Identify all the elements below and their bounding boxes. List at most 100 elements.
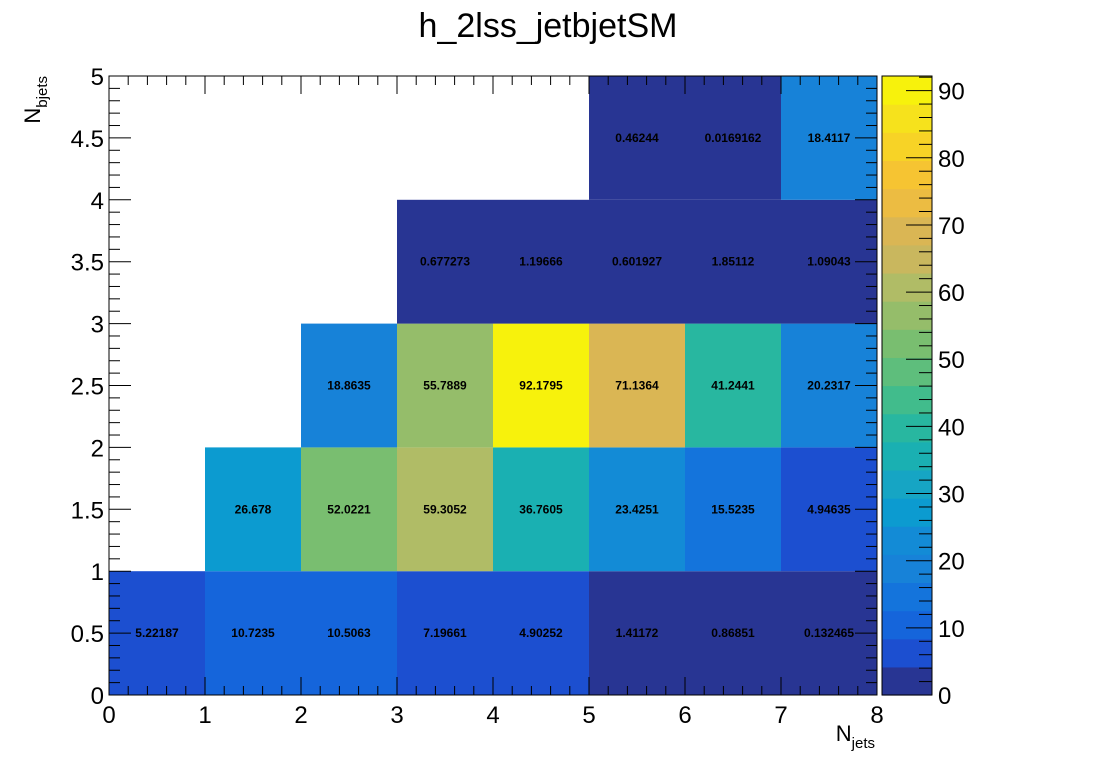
cell-value-label: 15.5235	[711, 502, 755, 516]
cell-value-label: 52.0221	[327, 502, 371, 516]
y-tick-label: 2.5	[71, 374, 104, 401]
color-scale-tick-label: 90	[938, 79, 965, 106]
color-scale-band	[882, 329, 932, 358]
cell-value-label: 0.132465	[804, 626, 854, 640]
y-tick-label: 1.5	[71, 497, 104, 524]
x-tick-label: 3	[390, 702, 403, 729]
color-scale-band	[882, 413, 932, 443]
heatmap-cell	[397, 323, 493, 448]
color-scale-band	[882, 526, 932, 555]
heatmap-cell	[685, 571, 781, 695]
cell-value-label: 0.677273	[420, 255, 470, 269]
cell-value-labels: 5.22187 10.7235 10.5063 7.19661 4.90252 1.411…	[135, 131, 854, 640]
cell-value-label: 0.46244	[615, 131, 659, 145]
cell-value-label: 4.90252	[519, 626, 563, 640]
cell-value-label: 10.7235	[231, 626, 275, 640]
cell-value-label: 1.19666	[519, 255, 563, 269]
cell-value-label: 36.7605	[519, 502, 563, 516]
x-tick-label: 8	[870, 702, 883, 729]
x-tick-label: 7	[774, 702, 787, 729]
heatmap-cell	[685, 323, 781, 448]
color-scale-band	[882, 272, 932, 302]
cell-value-label: 20.2317	[807, 379, 851, 393]
color-scale-band	[882, 498, 932, 527]
color-scale-tick-label: 30	[938, 482, 965, 509]
x-tick-label: 4	[486, 702, 499, 729]
heatmap-cell	[205, 571, 301, 695]
y-tick-label: 1	[91, 559, 104, 586]
color-scale-band	[882, 554, 932, 584]
color-scale-tick-label: 60	[938, 280, 965, 307]
cell-value-label: 23.4251	[615, 502, 659, 516]
color-scale-bar: 0 10 20 30 40 50 60 70 80 90	[881, 75, 965, 710]
color-scale-tick-label: 40	[938, 414, 965, 441]
y-tick-label: 0.5	[71, 621, 104, 648]
y-tick-label: 3.5	[71, 250, 104, 277]
cell-value-label: 5.22187	[135, 626, 179, 640]
color-scale-band	[882, 188, 932, 218]
color-scale-band	[882, 638, 932, 668]
heatmap-cell	[205, 447, 301, 572]
cell-value-label: 10.5063	[327, 626, 371, 640]
heatmap-cell	[397, 199, 493, 324]
cell-value-label: 1.85112	[712, 255, 755, 269]
y-tick-label: 2	[91, 435, 104, 462]
y-axis: 0 0.5 1 1.5 2 2.5 3 3.5 4 4.5 5	[71, 64, 877, 710]
y-tick-label: 4	[91, 188, 104, 215]
heatmap-cell	[493, 571, 589, 695]
y-tick-label: 4.5	[71, 126, 104, 153]
x-axis-label: Njets	[836, 721, 875, 752]
cell-value-label: 26.678	[235, 502, 272, 516]
cell-value-label: 1.09043	[807, 255, 851, 269]
color-scale-tick-label: 20	[938, 549, 965, 576]
cell-value-label: 7.19661	[423, 626, 467, 640]
heatmap-cell	[301, 447, 397, 572]
color-scale-band	[882, 132, 932, 162]
color-scale-band	[882, 104, 932, 133]
y-axis-label: Nbjets	[20, 76, 51, 124]
cell-value-label: 18.4117	[808, 131, 851, 145]
x-tick-label: 0	[102, 702, 115, 729]
color-scale-band	[882, 610, 932, 640]
cell-value-label: 18.8635	[327, 379, 371, 393]
x-tick-label: 5	[582, 702, 595, 729]
heatmap-cell	[301, 571, 397, 695]
color-scale-tick-label: 80	[938, 146, 965, 173]
heatmap-cell	[589, 199, 685, 324]
heatmap-cell	[685, 199, 781, 324]
cell-value-label: 55.7889	[423, 379, 467, 393]
cell-value-label: 0.86851	[711, 626, 755, 640]
y-tick-label: 0	[91, 683, 104, 710]
y-tick-label: 5	[91, 64, 104, 91]
color-scale-band	[882, 441, 932, 471]
chart-title: h_2lss_jetbjetSM	[419, 7, 678, 45]
color-scale-band	[882, 582, 932, 612]
heatmap-cell	[589, 323, 685, 448]
x-tick-label: 6	[678, 702, 691, 729]
color-scale-tick-label: 70	[938, 213, 965, 240]
heatmap-cell	[685, 76, 781, 200]
heatmap-cell	[493, 199, 589, 324]
color-scale-band	[882, 357, 932, 387]
x-axis-label-main: N	[836, 721, 852, 746]
y-axis-label-main: N	[20, 108, 45, 124]
cell-value-label: 41.2441	[711, 379, 755, 393]
heatmap-cell	[493, 447, 589, 572]
heatmap-cells	[109, 76, 877, 695]
color-scale-band	[882, 469, 932, 499]
heatmap-cell	[685, 447, 781, 572]
x-tick-label: 2	[294, 702, 307, 729]
x-axis: 0 1 2 3 4 5 6 7 8	[102, 76, 884, 729]
cell-value-label: 59.3052	[423, 502, 467, 516]
cell-value-label: 0.0169162	[705, 131, 762, 145]
heatmap-cell	[397, 447, 493, 572]
color-scale-tick-label: 0	[938, 683, 951, 710]
heatmap-cell	[493, 323, 589, 448]
cell-value-label: 71.1364	[615, 379, 659, 393]
cell-value-label: 1.41172	[616, 626, 659, 640]
heatmap-cell	[589, 76, 685, 200]
cell-value-label: 4.94635	[807, 502, 851, 516]
heatmap-cell	[589, 447, 685, 572]
heatmap-cell	[397, 571, 493, 695]
heatmap-cell	[589, 571, 685, 695]
